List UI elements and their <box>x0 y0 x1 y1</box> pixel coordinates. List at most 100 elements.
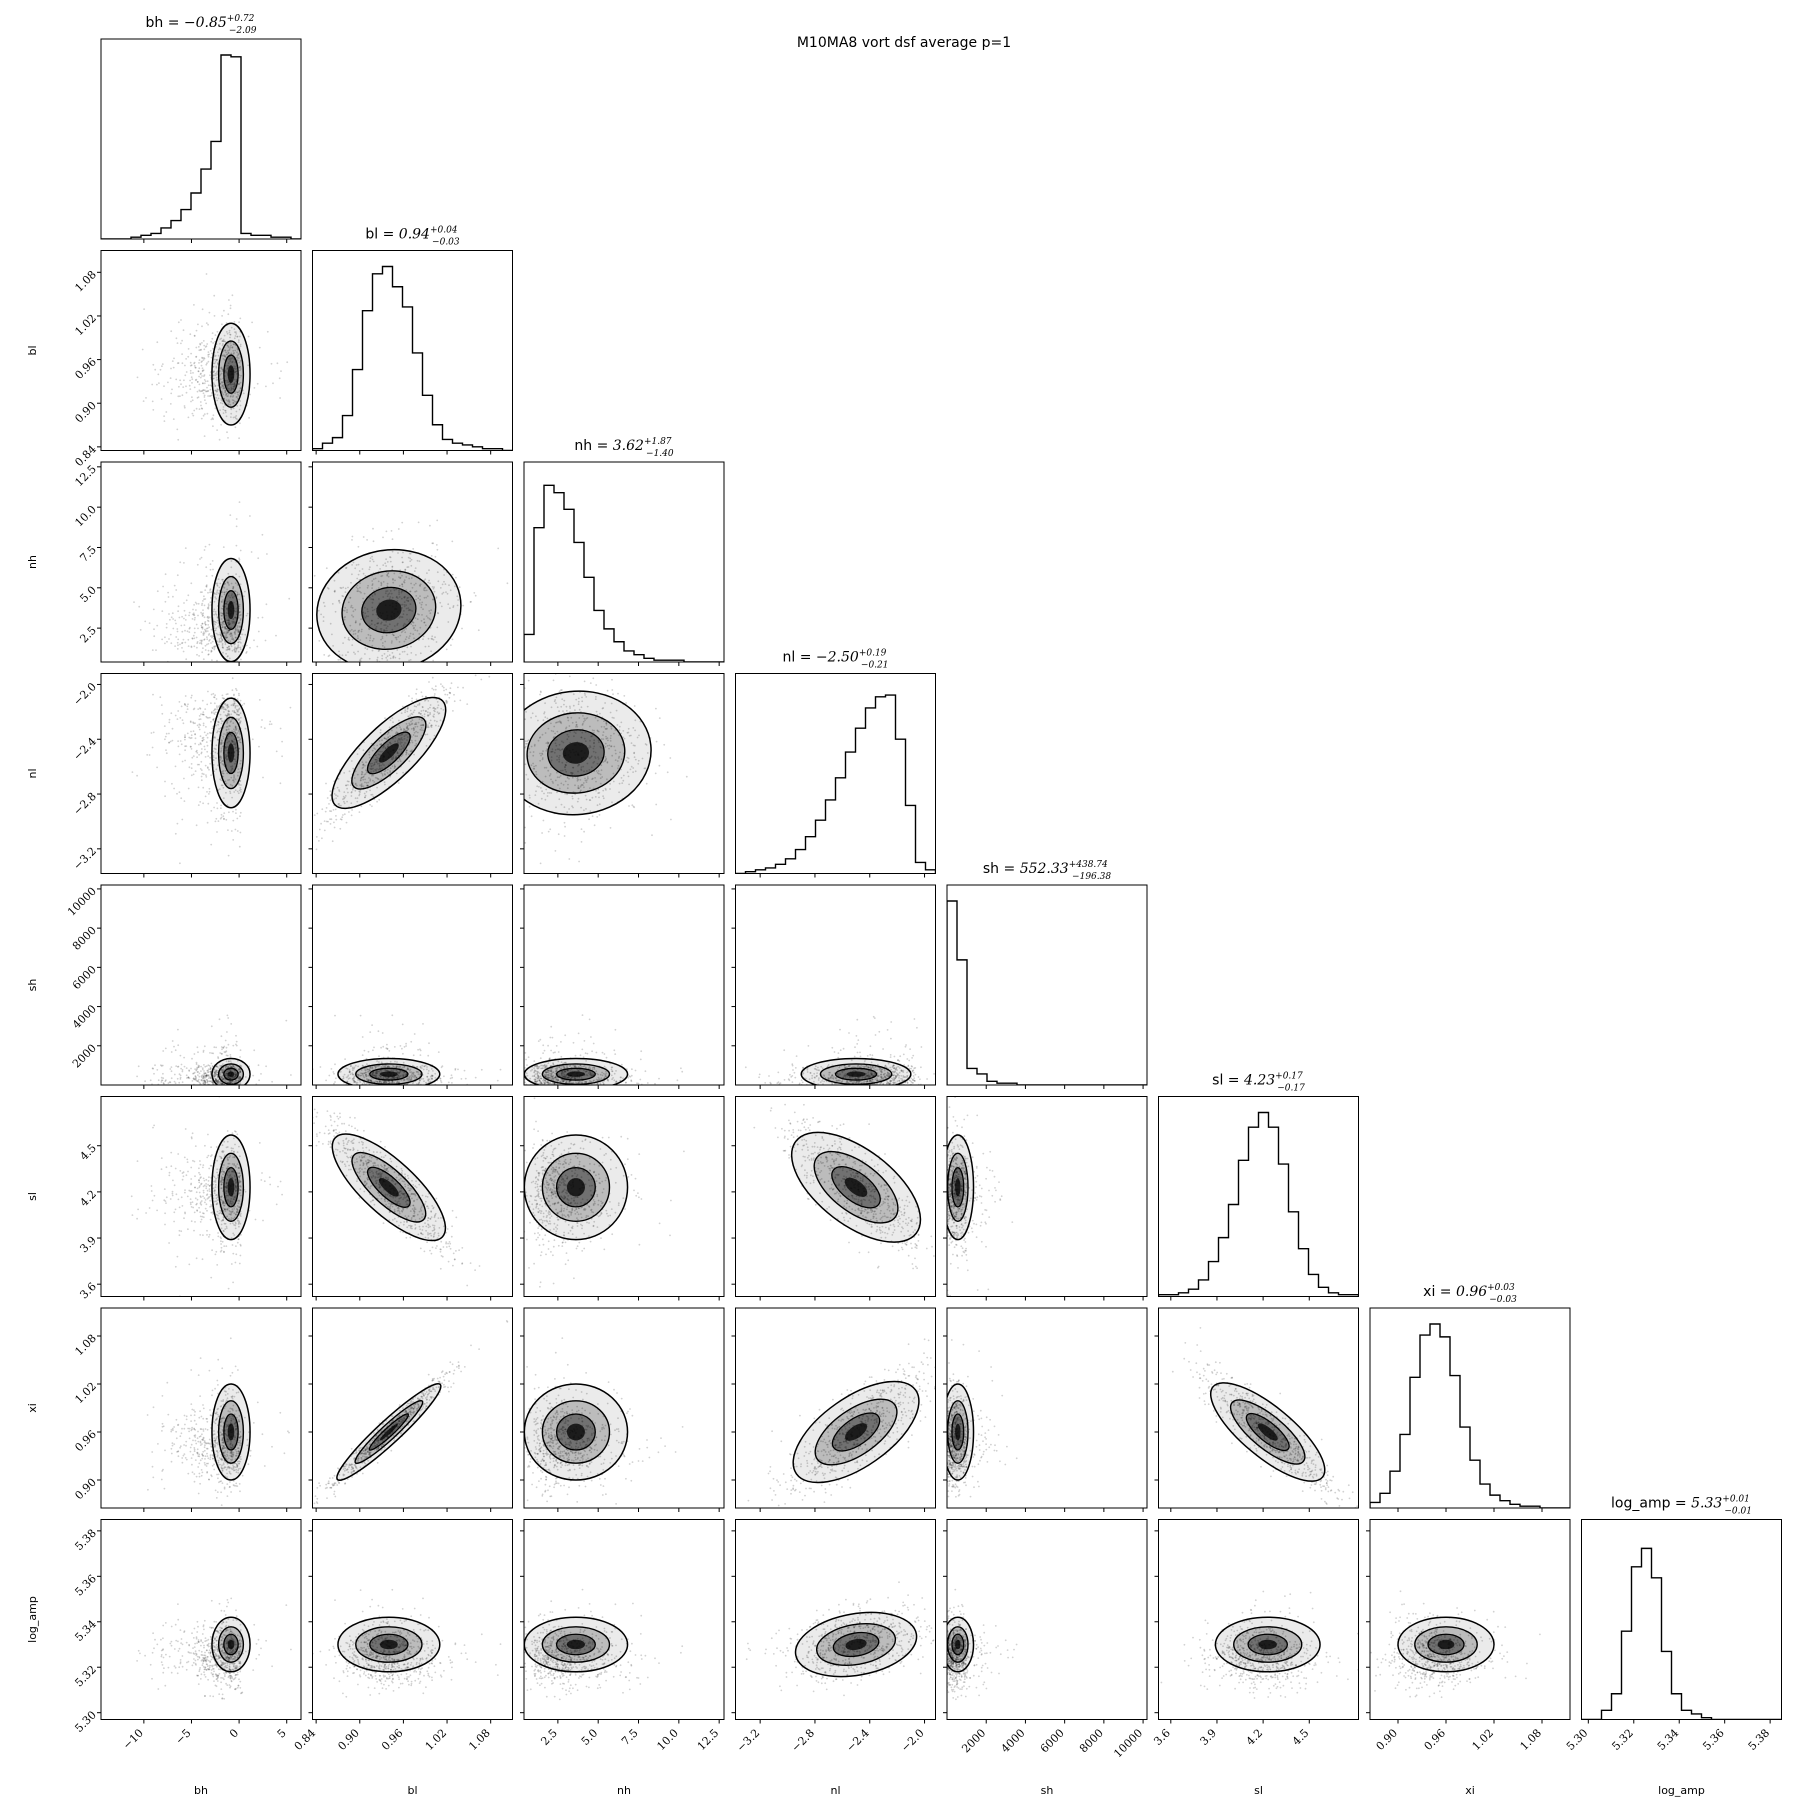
sample-point <box>205 1074 208 1077</box>
sample-point <box>239 733 241 735</box>
sample-point <box>231 740 234 743</box>
sample-point <box>196 1046 199 1049</box>
sample-point <box>200 626 203 629</box>
sample-point <box>231 1081 233 1084</box>
sample-point <box>201 1068 204 1071</box>
sample-point <box>236 713 239 716</box>
sample-point <box>230 1023 233 1025</box>
sample-point <box>234 726 237 729</box>
sample-point <box>424 578 427 581</box>
sample-point <box>239 712 242 715</box>
sample-point <box>177 644 179 647</box>
sample-point <box>377 778 380 780</box>
sample-point <box>227 619 230 622</box>
sample-point <box>377 650 380 652</box>
sample-point <box>210 732 213 735</box>
sample-point <box>190 400 192 403</box>
sample-point <box>239 549 242 552</box>
sample-point <box>244 1076 247 1078</box>
sample-point <box>209 591 211 594</box>
sample-point <box>228 645 230 648</box>
sample-point <box>215 621 218 624</box>
sample-point <box>402 561 404 564</box>
sample-point <box>181 362 184 365</box>
sample-point <box>226 344 229 347</box>
sample-point <box>225 371 228 374</box>
sample-point <box>212 568 214 571</box>
sample-point <box>440 683 442 685</box>
sample-point <box>361 773 363 775</box>
sample-point <box>374 1076 377 1078</box>
sample-point <box>225 1060 228 1063</box>
sample-point <box>229 333 232 336</box>
sample-point <box>401 574 403 577</box>
sample-point <box>409 609 412 612</box>
sample-point <box>227 1081 230 1084</box>
sample-point <box>229 360 232 363</box>
sample-point <box>206 1075 208 1077</box>
sample-point <box>411 610 414 612</box>
sample-point <box>234 758 237 761</box>
sample-point <box>228 331 231 334</box>
sample-point <box>234 636 237 639</box>
sample-point <box>173 357 175 360</box>
sample-point <box>230 776 233 779</box>
sample-point <box>220 1070 223 1072</box>
sample-point <box>213 592 216 594</box>
sample-point <box>202 614 205 617</box>
sample-point <box>216 399 219 402</box>
sample-point <box>572 766 574 769</box>
sample-point <box>206 1080 209 1082</box>
sample-point <box>347 780 350 783</box>
sample-point <box>380 742 383 745</box>
sample-point <box>419 728 422 731</box>
axes-frame <box>523 461 725 663</box>
sample-point <box>539 690 542 693</box>
sample-point <box>582 782 585 784</box>
sample-point <box>636 736 639 739</box>
sample-point <box>383 630 386 633</box>
sample-point <box>165 411 168 413</box>
sample-point <box>323 654 326 656</box>
sample-point <box>200 713 202 716</box>
sample-point <box>230 1068 233 1071</box>
sample-point <box>195 1069 198 1072</box>
sample-point <box>415 654 417 656</box>
sample-point <box>188 627 191 630</box>
sample-point <box>230 643 232 646</box>
sample-point <box>224 631 226 633</box>
sample-point <box>403 601 406 603</box>
sample-point <box>152 363 155 366</box>
sample-point <box>200 743 202 746</box>
sample-point <box>590 735 592 738</box>
sample-point <box>340 818 343 821</box>
sample-point <box>234 392 236 395</box>
sample-point <box>222 1070 225 1072</box>
sample-point <box>207 389 210 392</box>
sample-point <box>362 763 365 766</box>
sample-point <box>597 792 600 794</box>
sample-point <box>446 701 449 703</box>
sample-point <box>330 810 333 813</box>
sample-point <box>235 1044 238 1047</box>
sample-point <box>365 637 368 639</box>
sample-point <box>392 656 395 658</box>
sample-point <box>217 721 220 724</box>
sample-point <box>602 797 605 800</box>
sample-point <box>232 601 235 604</box>
sample-point <box>387 732 390 734</box>
sample-point <box>227 629 230 631</box>
title-value: −0.85 <box>184 15 227 31</box>
sample-point <box>201 622 204 625</box>
sample-point <box>380 584 383 587</box>
sample-point <box>550 756 553 759</box>
sample-point <box>192 721 195 724</box>
sample-point <box>228 657 231 660</box>
sample-point <box>193 637 196 640</box>
sample-point <box>253 639 255 642</box>
sample-point <box>234 732 237 734</box>
sample-point <box>226 368 229 370</box>
sample-point <box>361 761 364 763</box>
sample-point <box>214 611 217 613</box>
sample-point <box>461 627 463 630</box>
